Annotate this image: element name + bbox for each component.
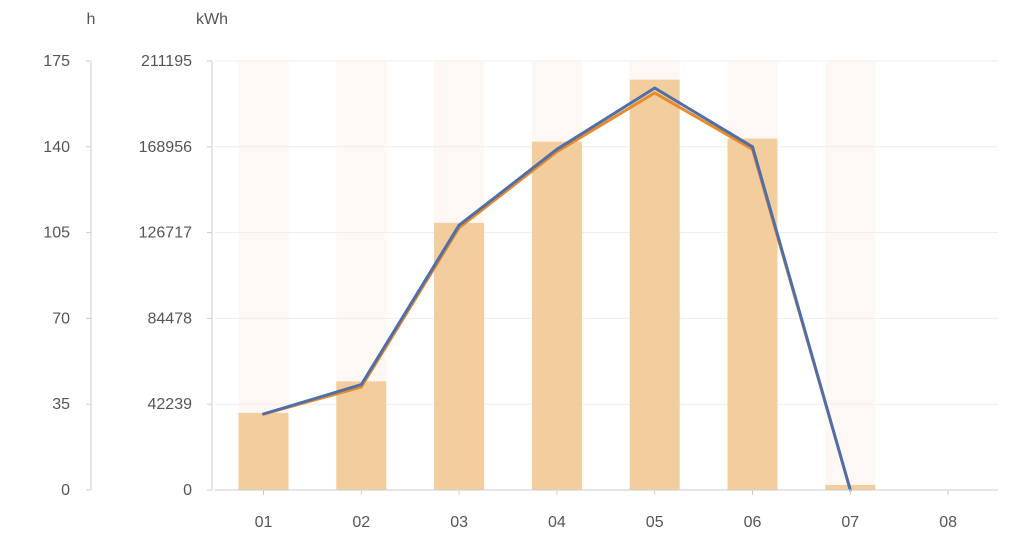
right-axis-tick-label: 211195 [141, 53, 192, 70]
x-axis-tick-label: 01 [255, 514, 273, 531]
gridlines [215, 60, 998, 405]
left-axis-tick-label: 70 [52, 310, 70, 327]
x-axis-tick-label: 06 [744, 514, 762, 531]
x-axis-tick-label: 02 [352, 514, 370, 531]
right-axis-tick-label: 126717 [139, 225, 192, 242]
bar-series [238, 79, 876, 490]
bar [336, 381, 387, 490]
left-axis-tick-label: 140 [43, 139, 70, 156]
right-axis-tick-label: 42239 [148, 396, 193, 413]
bar [629, 79, 680, 490]
x-axis-tick-label: 04 [548, 514, 566, 531]
right-axis-tick-label: 168956 [139, 139, 192, 156]
bar [434, 222, 485, 490]
bar [531, 141, 582, 490]
x-axis-tick-label: 03 [450, 514, 468, 531]
background-band [825, 61, 876, 490]
left-axis-tick-label: 175 [43, 53, 70, 70]
line-series [262, 86, 852, 492]
x-axis-tick-label: 08 [939, 514, 957, 531]
x-axis-tick-label: 07 [841, 514, 859, 531]
bar [727, 138, 778, 490]
right-axis-tick-label: 84478 [148, 310, 193, 327]
left-axis-unit: h [87, 11, 96, 28]
axes: 175 140 105 70 35 0 211195 168956 126717 84478 422… [43, 53, 998, 531]
right-axis-unit: kWh [196, 11, 228, 28]
left-axis-tick-label: 0 [61, 482, 70, 499]
left-axis-tick-label: 105 [43, 225, 70, 242]
bar [238, 412, 289, 490]
left-axis-tick-label: 35 [52, 396, 70, 413]
right-axis-tick-label: 0 [183, 482, 192, 499]
x-axis-tick-label: 05 [646, 514, 664, 531]
line-series-blue [262, 86, 852, 492]
